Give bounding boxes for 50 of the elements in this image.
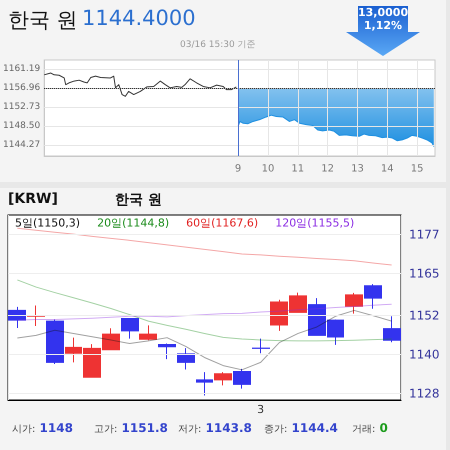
y-tick-label: 1144.27 [3, 140, 40, 150]
candlestick [177, 348, 195, 370]
line-series [44, 72, 237, 97]
x-tick-label: 3 [257, 403, 264, 416]
text: 1,12% [362, 19, 404, 32]
y-tick-label: 1156.96 [3, 82, 40, 93]
y2-tick-label: 1177 [409, 227, 440, 242]
chart-title: 한국 원 [8, 7, 78, 34]
x-tick-label: 14 [380, 164, 394, 174]
text: 5일(1150,3) [15, 216, 80, 230]
y-tick-label: 1161.19 [3, 64, 40, 74]
text: 03/16 15:30 기준 [180, 39, 256, 51]
text: 120일(1155,5) [275, 216, 354, 230]
text: 저가: 1143.8 [178, 421, 252, 435]
series-label: 60일(1167,6) [186, 216, 258, 230]
text: 고가: 1151.8 [94, 421, 168, 435]
text: 13,0000 [358, 6, 408, 19]
y2-tick-label: 1140 [409, 348, 440, 362]
text: 거래: 0 [352, 421, 388, 435]
candlestick [121, 318, 139, 340]
chart-subtitle: 1144.4000 [82, 6, 196, 30]
chart-title: 한국 원 [115, 191, 162, 209]
line-series [238, 114, 434, 148]
text: 시가: 1148 [12, 421, 73, 435]
y-tick-label: 1152.73 [3, 102, 40, 112]
text: 종가: 1144.4 [264, 421, 338, 435]
candlestick [8, 306, 26, 328]
candlestick [46, 319, 64, 364]
candlestick [214, 372, 232, 386]
x-tick-label: 11 [291, 164, 304, 174]
candlestick [27, 305, 45, 326]
y2-tick-label: 1128 [409, 386, 440, 401]
x-tick-label: 12 [321, 164, 334, 174]
x-tick-label: 9 [234, 164, 242, 174]
text: 20일(1144,8) [97, 216, 170, 230]
text: [KRW] [8, 191, 58, 207]
candlestick [196, 372, 213, 396]
x-tick-label: 10 [262, 164, 274, 174]
candlestick [252, 338, 270, 354]
candlestick [158, 343, 176, 360]
candlestick [364, 284, 382, 310]
y2-tick-label: 1152 [409, 308, 440, 323]
candlestick [233, 368, 251, 390]
candlestick [139, 324, 157, 341]
candlestick [383, 316, 401, 343]
x-tick-label: 13 [351, 164, 364, 174]
x-tick-label: 15 [410, 164, 424, 174]
y2-tick-label: 1165 [409, 266, 440, 280]
y-tick-label: 1148.50 [3, 120, 40, 131]
candlestick [345, 292, 363, 314]
